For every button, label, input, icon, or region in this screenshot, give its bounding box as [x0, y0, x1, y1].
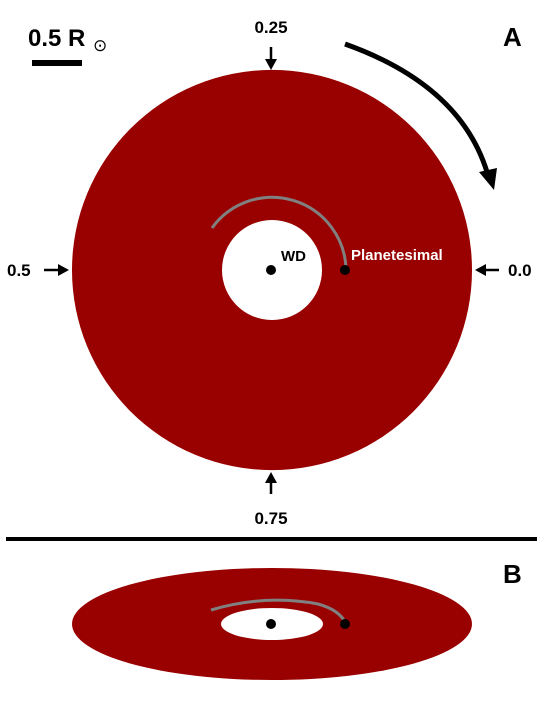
arrow-left-icon — [475, 264, 486, 276]
orbit-arc-edge-on — [210, 598, 348, 625]
planetesimal-dot — [340, 265, 350, 275]
scale-bar: 0.5 R ⊙ — [28, 25, 107, 66]
orbit-arc — [210, 195, 348, 271]
phase-label-bottom: 0.75 — [254, 509, 287, 528]
scale-bar-line — [32, 60, 82, 66]
white-dwarf-dot-edge-on — [266, 619, 276, 629]
phase-arrow-bottom — [265, 472, 277, 494]
phase-label-right: 0.0 — [508, 261, 532, 280]
white-dwarf-dot — [266, 265, 276, 275]
planetesimal-dot-edge-on — [340, 619, 350, 629]
panel-a: A 0.5 R ⊙ WD Planetesimal 0.25 — [7, 18, 532, 528]
debris-disk-edge-on — [71, 567, 473, 681]
arrow-right-icon — [58, 264, 69, 276]
rotation-arrow-icon — [344, 41, 490, 173]
arrow-down-icon — [265, 59, 277, 70]
phase-arrow-top — [265, 47, 277, 70]
phase-arrow-right — [475, 264, 499, 276]
phase-label-left: 0.5 — [7, 261, 31, 280]
scale-bar-value: 0.5 R — [28, 25, 85, 52]
sun-symbol-icon: ⊙ — [93, 36, 107, 55]
rotation-arrow-head-icon — [479, 168, 497, 190]
phase-label-top: 0.25 — [254, 18, 287, 37]
arrow-up-icon — [265, 472, 277, 483]
panel-a-label: A — [503, 22, 522, 52]
panel-b-label: B — [503, 559, 522, 589]
planetesimal-label: Planetesimal — [351, 247, 443, 264]
panel-b: B — [71, 559, 522, 681]
svg-text:0.5 R ⊙: 0.5 R ⊙ — [28, 25, 107, 55]
panel-divider — [6, 537, 537, 541]
debris-disk — [71, 69, 473, 471]
phase-arrow-left — [44, 264, 69, 276]
wd-label: WD — [281, 248, 306, 265]
